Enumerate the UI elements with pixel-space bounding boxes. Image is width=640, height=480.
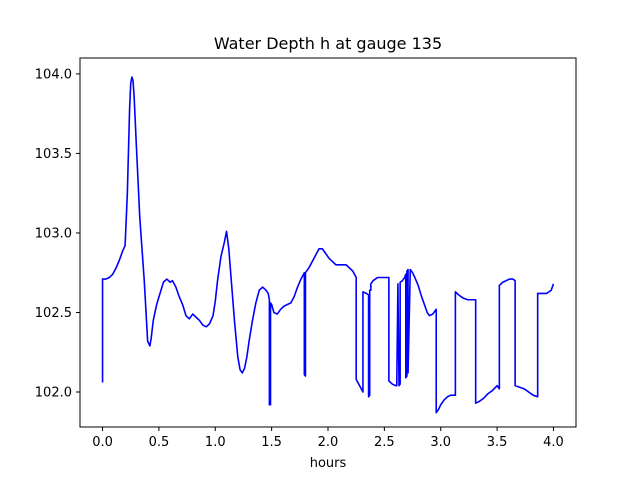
y-tick-label: 103.5	[35, 147, 72, 162]
axes-frame	[79, 57, 577, 428]
chart-title: Water Depth h at gauge 135	[214, 34, 442, 53]
x-axis-ticks: 0.0 0.5 1.0 1.5 2.0 2.5 3.0 3.5 4.0	[92, 427, 564, 450]
plot-area	[101, 76, 555, 414]
y-tick-label: 102.0	[35, 386, 72, 401]
series-line-0	[101, 76, 555, 414]
x-tick-label: 1.0	[205, 435, 226, 450]
x-axis-label: hours	[310, 456, 347, 471]
y-tick-label: 103.0	[35, 226, 72, 241]
x-tick-label: 2.0	[318, 435, 339, 450]
y-tick-label: 104.0	[35, 67, 72, 82]
x-tick-label: 3.0	[430, 435, 451, 450]
x-tick-label: 0.5	[149, 435, 170, 450]
x-tick-label: 4.0	[543, 435, 564, 450]
y-tick-label: 102.5	[35, 306, 72, 321]
x-tick-label: 0.0	[92, 435, 113, 450]
x-tick-label: 2.5	[374, 435, 395, 450]
x-tick-label: 1.5	[261, 435, 282, 450]
x-tick-label: 3.5	[487, 435, 508, 450]
y-axis-ticks: 102.0 102.5 103.0 103.5 104.0	[35, 67, 80, 401]
